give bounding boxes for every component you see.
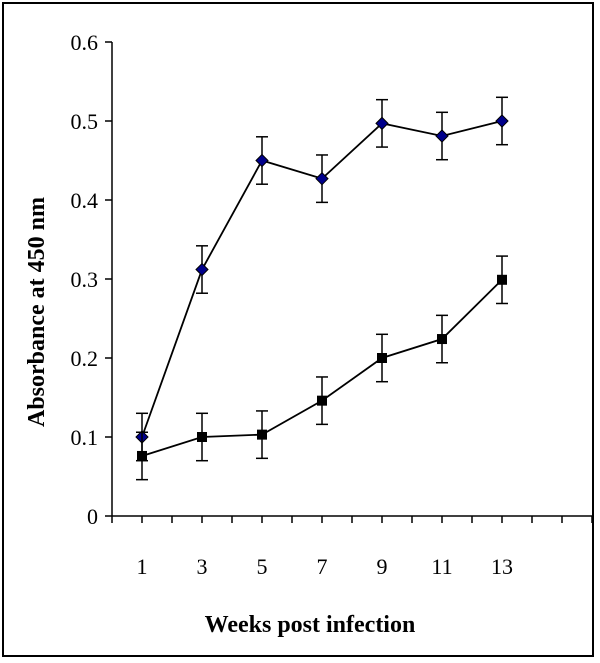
x-tick-label: 13 bbox=[491, 554, 513, 579]
y-tick-label: 0.1 bbox=[71, 425, 99, 450]
data-point bbox=[137, 450, 147, 461]
series-1 bbox=[135, 96, 509, 462]
x-tick-label: 1 bbox=[137, 554, 148, 579]
x-tick-label: 5 bbox=[257, 554, 268, 579]
y-tick-label: 0.2 bbox=[71, 346, 99, 371]
series-2 bbox=[136, 255, 508, 481]
y-tick-label: 0.4 bbox=[71, 188, 99, 213]
data-point bbox=[495, 114, 509, 128]
chart-frame bbox=[2, 2, 594, 657]
x-axis-title: Weeks post infection bbox=[205, 612, 416, 638]
x-tick-label: 7 bbox=[317, 554, 328, 579]
data-point bbox=[377, 353, 387, 363]
y-tick-label: 0.6 bbox=[71, 30, 99, 55]
x-tick-label: 3 bbox=[197, 554, 208, 579]
data-point bbox=[197, 432, 207, 442]
data-point bbox=[497, 274, 507, 285]
data-point bbox=[257, 429, 267, 440]
y-axis-title: Absorbance at 450 nm bbox=[24, 197, 50, 427]
x-tick-label: 11 bbox=[431, 554, 452, 579]
data-point bbox=[255, 153, 269, 168]
y-tick-label: 0 bbox=[87, 504, 98, 529]
data-point bbox=[195, 262, 209, 277]
series-line bbox=[141, 279, 503, 457]
x-tick-label: 9 bbox=[377, 554, 388, 579]
series-layer bbox=[135, 96, 509, 481]
y-tick-label: 0.3 bbox=[71, 267, 99, 292]
y-tick-label: 0.5 bbox=[71, 109, 99, 134]
data-point bbox=[315, 171, 329, 186]
data-point bbox=[437, 334, 447, 345]
data-point bbox=[435, 129, 449, 143]
data-point bbox=[317, 395, 327, 406]
data-point bbox=[375, 116, 389, 131]
axes: 00.10.20.30.40.50.61 3 5 7 9 11 13 bbox=[71, 30, 593, 579]
